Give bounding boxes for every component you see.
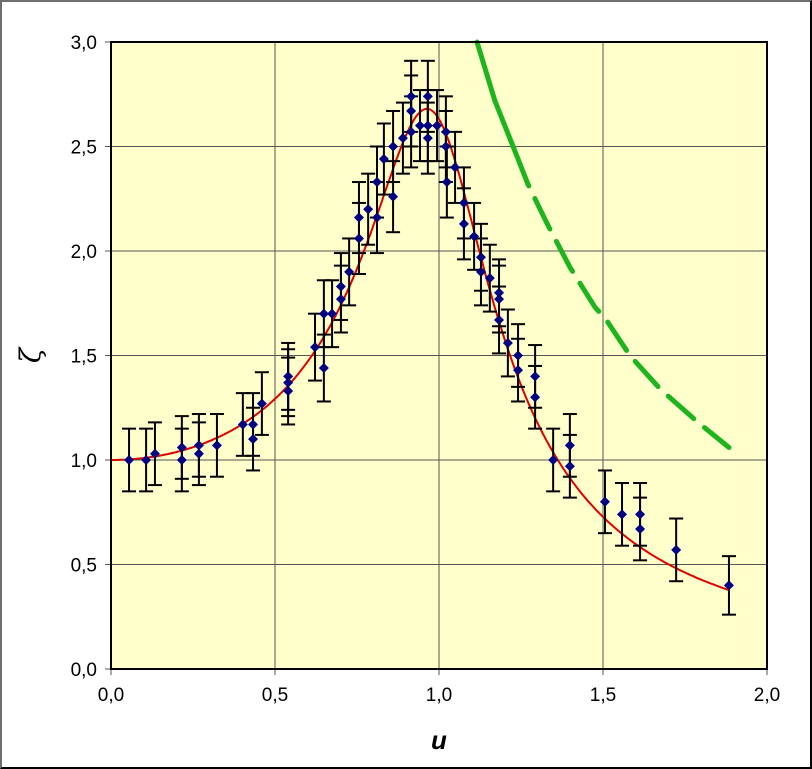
data-point xyxy=(635,523,646,534)
data-point xyxy=(513,350,524,361)
data-point xyxy=(441,177,452,188)
data-point xyxy=(318,363,329,374)
data-point xyxy=(335,294,346,305)
data-point xyxy=(193,440,204,451)
data-point xyxy=(422,120,433,131)
data-point xyxy=(635,509,646,520)
data-point xyxy=(248,419,259,430)
x-tick-label: 1,0 xyxy=(426,685,452,706)
data-point xyxy=(475,252,486,263)
data-point xyxy=(318,308,329,319)
data-point xyxy=(176,442,187,453)
data-point xyxy=(327,308,338,319)
y-tick-label: 2,5 xyxy=(71,138,97,159)
axis-ticks: 0,0 0,5 1,0 1,5 2,0 0,0 0,5 1,0 1,5 2,0 2,5 3,0 xyxy=(71,33,781,706)
data-point xyxy=(193,448,204,459)
data-point xyxy=(283,371,294,382)
data-point xyxy=(564,461,575,472)
data-point xyxy=(141,455,152,465)
x-tick-label: 1,5 xyxy=(590,685,616,706)
data-point xyxy=(475,266,486,277)
data-point xyxy=(494,314,505,325)
data-point xyxy=(283,377,294,388)
data-point xyxy=(723,580,734,591)
data-point xyxy=(422,91,433,102)
data-point xyxy=(378,154,389,165)
data-point xyxy=(440,141,451,152)
data-point xyxy=(248,434,259,445)
data-point xyxy=(599,496,610,507)
data-point xyxy=(432,120,443,131)
y-tick-label: 0,5 xyxy=(71,556,97,577)
data-point xyxy=(353,233,364,244)
data-point xyxy=(283,386,294,397)
y-tick-label: 1,0 xyxy=(71,451,97,472)
plot-border xyxy=(110,41,768,670)
y-axis-title: ζ xyxy=(14,346,47,363)
data-point xyxy=(502,337,513,348)
x-tick-label: 2,0 xyxy=(754,685,780,706)
data-point xyxy=(406,91,417,102)
data-point xyxy=(335,281,346,292)
y-tick-label: 3,0 xyxy=(71,33,97,54)
data-point xyxy=(530,392,541,403)
data-point xyxy=(564,440,575,451)
data-point xyxy=(372,212,383,223)
data-point xyxy=(671,544,682,555)
data-point xyxy=(530,371,541,382)
data-point xyxy=(124,455,135,465)
data-point xyxy=(548,455,559,465)
x-tick-label: 0,5 xyxy=(262,685,288,706)
data-point xyxy=(513,365,524,376)
data-point xyxy=(237,419,248,430)
data-point xyxy=(397,133,408,144)
data-point xyxy=(388,141,399,152)
data-point xyxy=(469,231,480,242)
data-point xyxy=(494,294,505,305)
data-point xyxy=(310,342,321,353)
data-point xyxy=(372,177,383,188)
data-point xyxy=(406,105,417,116)
data-point xyxy=(211,440,222,451)
x-tick-label: 0,0 xyxy=(98,685,124,706)
data-point xyxy=(422,133,433,144)
data-point xyxy=(256,398,267,409)
data-point-markers xyxy=(124,91,734,591)
data-point xyxy=(388,191,399,202)
y-tick-label: 1,5 xyxy=(71,347,97,368)
data-point xyxy=(176,455,187,465)
data-point xyxy=(450,162,461,173)
data-point xyxy=(458,218,469,229)
data-point xyxy=(353,212,364,223)
data-point xyxy=(458,197,469,208)
data-point xyxy=(414,120,425,131)
x-axis-title: u xyxy=(431,725,447,755)
data-point xyxy=(494,287,505,298)
y-tick-label: 2,0 xyxy=(71,242,97,263)
y-tick-label: 0,0 xyxy=(71,660,97,681)
green-dashed-curve xyxy=(474,39,732,450)
data-point xyxy=(363,204,374,215)
data-point xyxy=(149,448,160,459)
data-point xyxy=(484,273,495,284)
data-point xyxy=(617,509,628,520)
data-point xyxy=(344,266,355,277)
grid-lines xyxy=(110,41,768,670)
